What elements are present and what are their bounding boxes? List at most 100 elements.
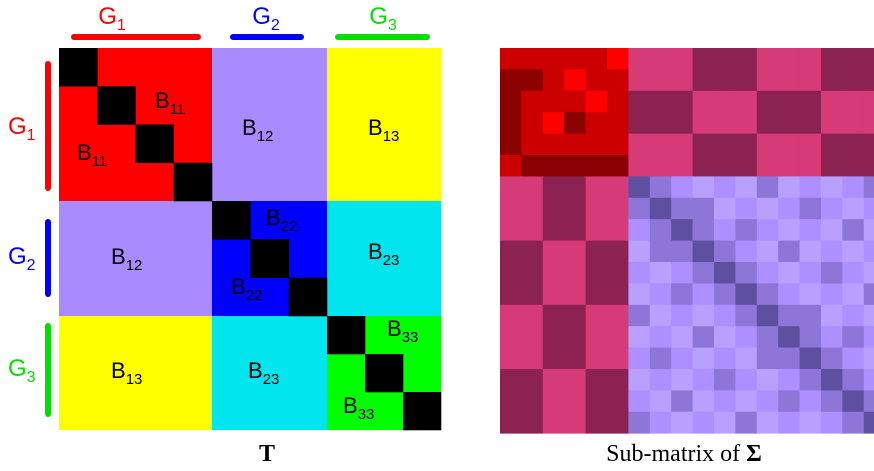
sigma-cell-9-12 <box>756 240 779 263</box>
sigma-cell-10-5 <box>607 262 629 284</box>
sigma-cell-8-14 <box>799 219 822 241</box>
sigma-cell-11-10 <box>714 283 736 306</box>
sigma-cell-15-3 <box>564 369 586 391</box>
block-1-2 <box>212 48 327 201</box>
sigma-cell-1-17 <box>863 69 874 92</box>
sigma-cell-14-2 <box>542 347 565 370</box>
sigma-cell-17-5 <box>607 411 629 434</box>
sigma-cell-13-11 <box>735 326 758 348</box>
sigma-cell-8-7 <box>649 219 672 241</box>
sigma-cell-7-1 <box>521 197 544 220</box>
sigma-cell-2-7 <box>649 90 672 113</box>
sigma-cell-17-15 <box>821 411 843 434</box>
diag-cell-3 <box>135 124 175 164</box>
sigma-cell-8-13 <box>778 219 800 241</box>
sigma-cell-0-16 <box>842 48 865 70</box>
sigma-cell-4-3 <box>564 133 586 156</box>
sigma-cell-13-10 <box>714 326 736 348</box>
sigma-cell-13-3 <box>564 326 586 348</box>
left-group-2-label: G2 <box>8 243 36 274</box>
sigma-cell-4-14 <box>799 133 822 156</box>
sigma-cell-2-15 <box>821 90 843 113</box>
sigma-cell-10-1 <box>521 262 544 284</box>
sigma-cell-1-14 <box>799 69 822 92</box>
sigma-cell-8-12 <box>756 219 779 241</box>
sigma-cell-0-11 <box>735 48 758 70</box>
sigma-cell-17-2 <box>542 411 565 434</box>
sigma-cell-15-17 <box>863 369 874 391</box>
sigma-cell-7-14 <box>799 197 822 220</box>
sigma-cell-2-9 <box>692 90 715 113</box>
sigma-cell-13-7 <box>649 326 672 348</box>
sigma-cell-9-1 <box>521 240 544 263</box>
sigma-cell-9-9 <box>692 240 715 263</box>
sigma-cell-16-4 <box>585 390 608 413</box>
block-2-3 <box>327 201 441 316</box>
sigma-cell-0-15 <box>821 48 843 70</box>
sigma-cell-3-11 <box>735 112 758 134</box>
sigma-cell-0-9 <box>692 48 715 70</box>
diag-cell-6 <box>250 239 289 278</box>
diag-cell-7 <box>288 277 328 317</box>
sigma-cell-3-9 <box>692 112 715 134</box>
sigma-cell-0-1 <box>521 48 544 70</box>
sigma-cell-11-17 <box>863 283 874 306</box>
block-label-b13-top: B13 <box>368 115 399 145</box>
sigma-cell-11-5 <box>607 283 629 306</box>
sigma-cell-7-17 <box>863 197 874 220</box>
sigma-cell-10-17 <box>863 262 874 284</box>
diag-cell-9 <box>365 354 404 393</box>
sigma-cell-16-16 <box>842 390 865 413</box>
sigma-cell-12-4 <box>585 304 608 327</box>
sigma-cell-16-6 <box>628 390 651 413</box>
sigma-cell-16-3 <box>564 390 586 413</box>
sigma-cell-8-8 <box>671 219 693 241</box>
sigma-cell-15-4 <box>585 369 608 391</box>
sigma-cell-10-2 <box>542 262 565 284</box>
sigma-cell-9-0 <box>500 240 522 263</box>
block-label-b22-upper: B22 <box>266 205 297 235</box>
sigma-cell-17-3 <box>564 411 586 434</box>
sigma-cell-14-4 <box>585 347 608 370</box>
sigma-cell-9-10 <box>714 240 736 263</box>
sigma-cell-3-14 <box>799 112 822 134</box>
sigma-cell-5-9 <box>692 155 715 177</box>
sigma-cell-11-6 <box>628 283 651 306</box>
sigma-cell-13-5 <box>607 326 629 348</box>
sigma-cell-13-9 <box>692 326 715 348</box>
sigma-cell-12-16 <box>842 304 865 327</box>
sigma-cell-15-16 <box>842 369 865 391</box>
sigma-cell-17-11 <box>735 411 758 434</box>
sigma-cell-0-13 <box>778 48 800 70</box>
sigma-cell-6-8 <box>671 176 693 199</box>
left-group-1: G1 <box>8 61 51 191</box>
sigma-cell-14-6 <box>628 347 651 370</box>
caption-sigma: Sub-matrix of Σ <box>606 441 762 467</box>
sigma-cell-10-3 <box>564 262 586 284</box>
block-labels: B11 B11 B12 B13 B12 B22 B22 B23 B13 B23 … <box>77 88 418 423</box>
sigma-cell-4-5 <box>607 133 629 156</box>
left-group-1-label: G1 <box>8 113 36 144</box>
sigma-cell-17-8 <box>671 411 693 434</box>
sigma-cell-6-9 <box>692 176 715 199</box>
sigma-cell-17-4 <box>585 411 608 434</box>
sigma-cell-17-9 <box>692 411 715 434</box>
sigma-cell-3-8 <box>671 112 693 134</box>
block-label-b23-bottom: B23 <box>248 358 279 388</box>
sigma-cell-6-17 <box>863 176 874 199</box>
sigma-cell-10-16 <box>842 262 865 284</box>
sigma-cell-2-13 <box>778 90 800 113</box>
sigma-cell-5-3 <box>564 155 586 177</box>
sigma-cell-11-0 <box>500 283 522 306</box>
sigma-cell-15-5 <box>607 369 629 391</box>
top-group-3-label: G3 <box>369 3 397 34</box>
sigma-cell-7-5 <box>607 197 629 220</box>
sigma-cell-5-13 <box>778 155 800 177</box>
sigma-cell-2-5 <box>607 90 629 113</box>
sigma-cell-14-8 <box>671 347 693 370</box>
sigma-cell-16-12 <box>756 390 779 413</box>
sigma-cell-15-10 <box>714 369 736 391</box>
caption-t: T <box>259 441 275 467</box>
sigma-cell-4-7 <box>649 133 672 156</box>
